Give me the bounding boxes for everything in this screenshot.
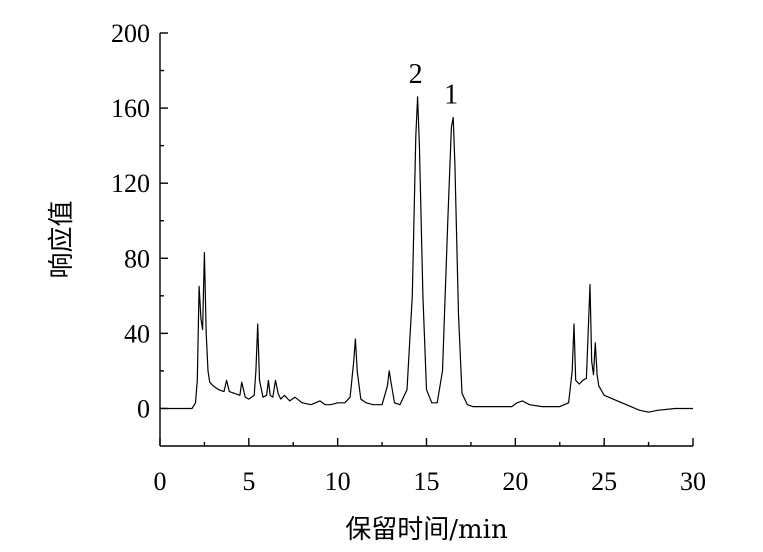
y-tick-label: 80 [124, 244, 150, 273]
y-ticks: 0 40 80 120 160 200 [111, 19, 168, 423]
peak-annotations: 21 [409, 59, 459, 111]
x-ticks: 0 5 10 15 20 25 30 [154, 438, 706, 496]
y-tick-label: 0 [137, 394, 150, 423]
y-axis-title: 响应值 [47, 200, 77, 278]
peak-label: 2 [409, 59, 423, 90]
x-tick-label: 10 [325, 467, 351, 496]
x-tick-label: 25 [591, 467, 617, 496]
peak-label: 1 [444, 79, 458, 110]
x-axis-title: 保留时间/min [345, 515, 508, 545]
x-tick-label: 20 [502, 467, 528, 496]
x-tick-label: 15 [414, 467, 440, 496]
chromatogram-line [160, 96, 693, 413]
y-tick-label: 200 [111, 19, 150, 48]
y-tick-label: 40 [124, 319, 150, 348]
series-layer [160, 96, 693, 413]
y-tick-label: 120 [111, 169, 150, 198]
x-tick-label: 30 [680, 467, 706, 496]
x-tick-label: 0 [154, 467, 167, 496]
y-tick-label: 160 [111, 94, 150, 123]
x-tick-label: 5 [242, 467, 255, 496]
